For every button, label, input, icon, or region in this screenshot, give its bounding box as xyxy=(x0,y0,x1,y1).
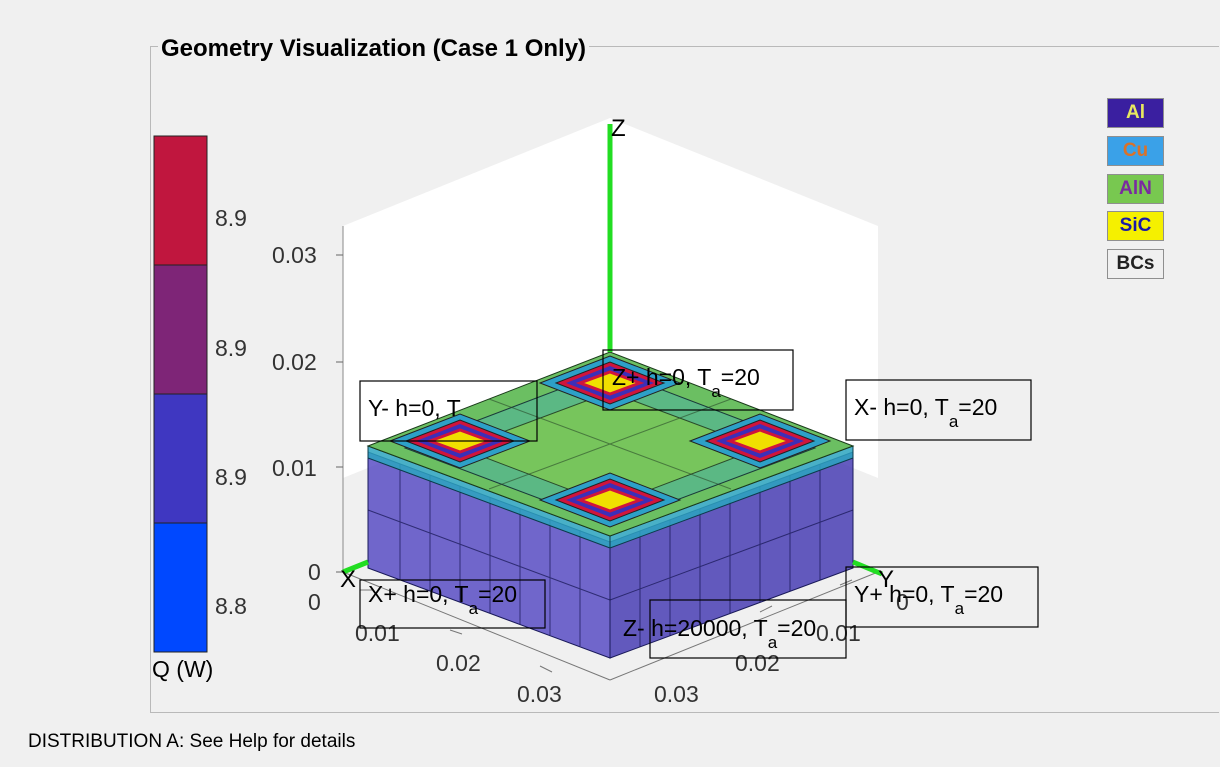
y-tick-label: 0.02 xyxy=(735,650,780,676)
colorbar-segment xyxy=(153,135,208,266)
chip-module-back xyxy=(538,355,682,411)
colorbar-tick-label: 8.9 xyxy=(215,205,247,231)
chip-module-right xyxy=(688,413,832,469)
x-tick-label: 0.01 xyxy=(355,620,400,646)
y-tick-label: 0 xyxy=(896,589,909,615)
geometry-panel xyxy=(150,46,1219,713)
colorbar-segment xyxy=(153,393,208,524)
x-axis-label: X xyxy=(340,566,356,593)
colorbar-tick-label: 8.9 xyxy=(215,335,247,361)
panel-title: Geometry Visualization (Case 1 Only) xyxy=(158,35,590,63)
svg-text:Y- h=0, T: Y- h=0, T xyxy=(368,395,461,421)
bc-label-x-minus[interactable]: X- h=0, Ta=20 xyxy=(845,379,1032,441)
legend-al[interactable]: Al xyxy=(1107,98,1164,128)
legend-cu[interactable]: Cu xyxy=(1107,136,1164,166)
colorbar-segment xyxy=(153,522,208,653)
bc-label-x-plus[interactable]: X+ h=0, Ta=20 xyxy=(359,579,546,629)
colorbar-segment xyxy=(153,264,208,395)
distribution-footer: DISTRIBUTION A: See Help for details xyxy=(28,731,356,752)
y-tick-label: 0.03 xyxy=(654,681,699,707)
y-axis-line xyxy=(852,559,883,577)
colorbar[interactable]: 8.9 8.9 8.9 8.8 Q (W) xyxy=(152,135,247,682)
legend-aln[interactable]: AlN xyxy=(1107,174,1164,204)
bc-label-y-plus[interactable]: Y+ h=0, Ta=20 xyxy=(845,566,1039,628)
z-tick-label: 0.02 xyxy=(272,349,317,375)
z-axis-ticks xyxy=(336,254,343,573)
legend-sic[interactable]: SiC xyxy=(1107,211,1164,241)
colorbar-label: Q (W) xyxy=(152,656,213,682)
y-axis-label: Y xyxy=(878,566,894,593)
colorbar-tick-label: 8.9 xyxy=(215,464,247,490)
x-tick-label: 0 xyxy=(308,589,321,615)
z-tick-label: 0.01 xyxy=(272,455,317,481)
colorbar-tick-label: 8.8 xyxy=(215,593,247,619)
bc-label-z-minus[interactable]: Z- h=20000, Ta=20 xyxy=(623,599,847,659)
chip-module-front xyxy=(538,472,682,528)
y-tick-label: 0.01 xyxy=(816,620,861,646)
svg-text:Z- h=20000, Ta=20: Z- h=20000, Ta=20 xyxy=(623,615,816,652)
svg-text:Y+ h=0, Ta=20: Y+ h=0, Ta=20 xyxy=(854,581,1003,618)
x-tick-label: 0.03 xyxy=(517,681,562,707)
z-axis-label: Z xyxy=(611,115,626,142)
z-tick-label: 0.03 xyxy=(272,242,317,268)
x-axis-line xyxy=(342,559,369,575)
z-tick-label: 0 xyxy=(308,559,321,585)
block-grid-lines xyxy=(367,464,854,647)
svg-text:Z+ h=0, Ta=20: Z+ h=0, Ta=20 xyxy=(612,364,760,401)
top-grid-lines xyxy=(488,398,732,490)
legend-bcs[interactable]: BCs xyxy=(1107,249,1164,279)
svg-text:X+ h=0, Ta=20: X+ h=0, Ta=20 xyxy=(368,581,517,618)
bc-label-z-plus[interactable]: Z+ h=0, Ta=20 xyxy=(602,349,794,411)
svg-text:X- h=0, Ta=20: X- h=0, Ta=20 xyxy=(854,394,997,431)
bc-label-y-minus[interactable]: Y- h=0, T xyxy=(359,380,538,442)
x-tick-label: 0.02 xyxy=(436,650,481,676)
